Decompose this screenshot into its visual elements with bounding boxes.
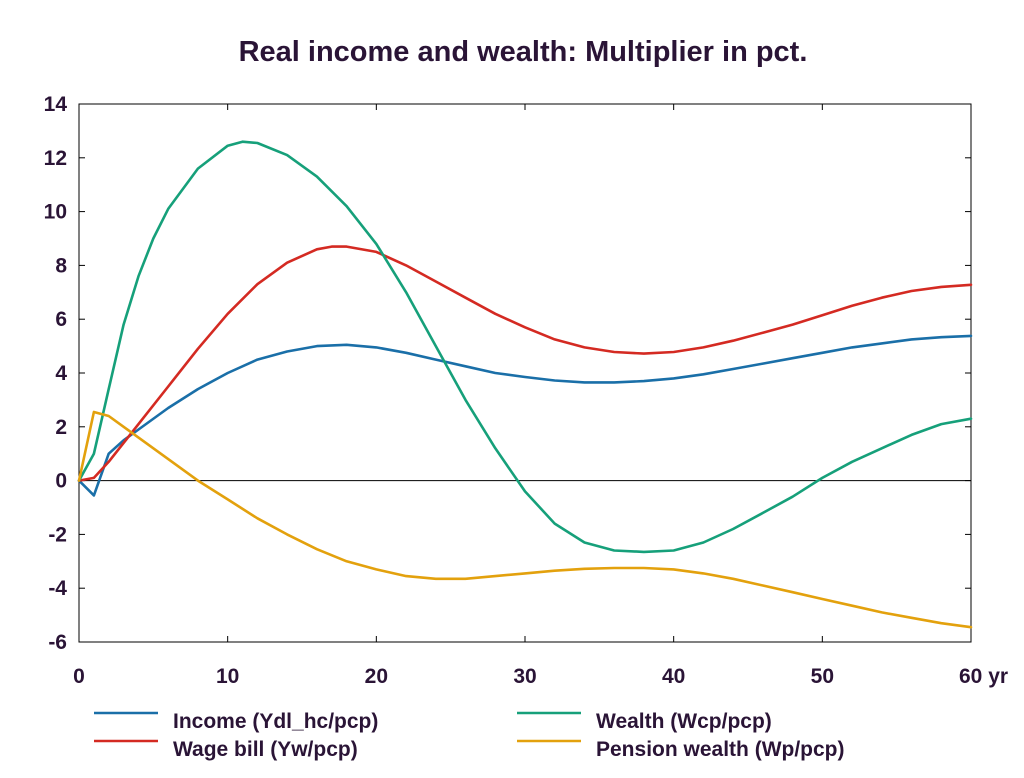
y-tick-label: -6 xyxy=(48,631,67,654)
legend-label: Pension wealth (Wp/pcp) xyxy=(596,738,845,761)
series-line-0 xyxy=(77,334,973,497)
y-tick-label: 2 xyxy=(55,416,67,439)
legend-label: Wealth (Wcp/pcp) xyxy=(596,710,772,733)
y-tick-label: 14 xyxy=(44,93,68,116)
x-tick-label: 20 xyxy=(365,665,388,688)
y-tick-label: 6 xyxy=(55,308,67,331)
x-tick-label: 30 xyxy=(513,665,536,688)
legend-label: Income (Ydl_hc/pcp) xyxy=(173,710,378,733)
x-tick-label: 10 xyxy=(216,665,239,688)
chart-title: Real income and wealth: Multiplier in pc… xyxy=(239,36,808,68)
y-tick-label: -4 xyxy=(48,577,67,600)
x-tick-label: 0 xyxy=(73,665,85,688)
x-tick-label: 50 xyxy=(811,665,834,688)
y-tick-label: 4 xyxy=(55,362,67,385)
legend-label: Wage bill (Yw/pcp) xyxy=(173,738,358,761)
y-tick-label: 10 xyxy=(44,201,67,224)
series-line-3 xyxy=(77,410,973,629)
plot-frame xyxy=(78,103,972,643)
y-tick-label: 0 xyxy=(55,470,67,493)
legend: Income (Ydl_hc/pcp) Wealth (Wcp/pcp) Wage … xyxy=(94,710,845,761)
y-tick-label: 8 xyxy=(55,254,67,277)
y-tick-label: -2 xyxy=(48,523,67,546)
x-tick-label: 60 yr xyxy=(959,665,1008,688)
y-tick-label: 12 xyxy=(44,147,67,170)
x-tick-label: 40 xyxy=(662,665,685,688)
series-line-1 xyxy=(77,245,973,482)
